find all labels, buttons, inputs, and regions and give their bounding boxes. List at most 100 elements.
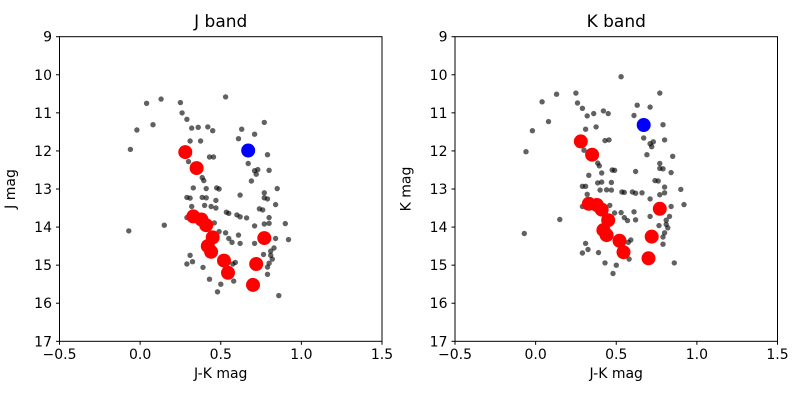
- field-stars-point: [261, 195, 267, 201]
- k-band-ytick-label: 9: [439, 30, 448, 46]
- field-stars-point: [602, 137, 608, 144]
- field-stars-point: [661, 184, 668, 190]
- field-stars-point: [605, 110, 611, 117]
- field-stars-point: [545, 118, 552, 125]
- field-stars-point: [261, 119, 267, 126]
- field-stars-point: [597, 187, 603, 193]
- k-band-series-member-stars: [573, 134, 667, 266]
- member-stars-point: [652, 201, 667, 216]
- field-stars-point: [218, 281, 224, 287]
- field-stars-point: [276, 292, 282, 299]
- j-band-series-field-stars: [126, 94, 292, 299]
- field-stars-point: [203, 195, 209, 201]
- field-stars-point: [222, 94, 229, 100]
- field-stars-point: [539, 99, 545, 105]
- k-band-ytick-label: 14: [430, 220, 448, 236]
- field-stars-point: [611, 167, 618, 173]
- field-stars-point: [184, 261, 190, 267]
- highlight-star-point: [241, 143, 256, 158]
- field-stars-point: [282, 220, 288, 227]
- field-stars-point: [647, 213, 653, 220]
- field-stars-point: [214, 289, 221, 295]
- field-stars-point: [184, 116, 190, 123]
- field-stars-point: [618, 209, 624, 216]
- field-stars-point: [602, 260, 608, 266]
- field-stars-point: [285, 236, 292, 243]
- k-band-xtick-label: 1.5: [766, 347, 788, 363]
- field-stars-point: [235, 232, 242, 238]
- field-stars-point: [582, 126, 589, 132]
- field-stars-point: [190, 185, 196, 191]
- field-stars-point: [607, 202, 613, 209]
- field-stars-point: [671, 260, 677, 266]
- k-band-ytick-label: 13: [430, 182, 448, 198]
- field-stars-point: [650, 139, 656, 145]
- field-stars-point: [268, 248, 274, 254]
- field-stars-point: [272, 235, 279, 242]
- field-stars-point: [641, 135, 647, 141]
- member-stars-point: [257, 231, 272, 246]
- member-stars-point: [585, 147, 600, 162]
- field-stars-point: [179, 110, 185, 116]
- k-band-panel: −0.5 0.0 0.5 1.0 1.5 9 10 11 12 13 14 15 16 17 K band J…: [399, 12, 789, 382]
- field-stars-point: [661, 230, 668, 236]
- field-stars-point: [216, 186, 222, 192]
- field-stars-point: [611, 210, 618, 216]
- k-band-xlabel: J-K mag: [589, 366, 643, 382]
- field-stars-point: [210, 128, 216, 134]
- field-stars-point: [582, 183, 589, 189]
- j-band-xtick-label: −0.5: [43, 347, 77, 363]
- field-stars-point: [239, 126, 245, 132]
- k-band-xtick-label: 0.0: [524, 347, 546, 363]
- member-stars-point: [594, 202, 609, 217]
- field-stars-point: [208, 203, 214, 210]
- field-stars-point: [663, 217, 669, 223]
- member-stars-point: [199, 218, 214, 233]
- field-stars-point: [593, 124, 599, 130]
- field-stars-point: [649, 144, 655, 150]
- field-stars-point: [260, 251, 267, 258]
- field-stars-point: [245, 160, 251, 167]
- field-stars-point: [585, 246, 591, 253]
- field-stars-point: [161, 222, 167, 228]
- field-stars-point: [582, 240, 589, 247]
- field-stars-point: [599, 179, 605, 185]
- field-stars-point: [255, 166, 261, 173]
- field-stars-point: [143, 100, 150, 107]
- member-stars-point: [573, 134, 588, 149]
- field-stars-point: [197, 138, 204, 144]
- field-stars-point: [660, 241, 666, 247]
- field-stars-point: [189, 203, 195, 210]
- k-band-xtick-label: 1.0: [686, 347, 708, 363]
- member-stars-point: [612, 233, 627, 248]
- field-stars-point: [189, 125, 195, 131]
- field-stars-point: [661, 190, 668, 196]
- k-band-title: K band: [587, 12, 646, 32]
- field-stars-point: [213, 197, 219, 204]
- field-stars-point: [631, 209, 637, 215]
- field-stars-point: [573, 90, 579, 96]
- field-stars-point: [624, 217, 631, 224]
- field-stars-point: [608, 179, 615, 186]
- field-stars-point: [134, 127, 140, 133]
- field-stars-point: [613, 262, 619, 268]
- field-stars-point: [574, 100, 581, 106]
- j-band-ytick-label: 14: [34, 220, 52, 236]
- member-stars-point: [246, 277, 260, 292]
- member-stars-point: [217, 253, 231, 268]
- field-stars-point: [199, 194, 205, 201]
- field-stars-point: [210, 154, 217, 160]
- highlight-star-point: [636, 118, 651, 132]
- k-band-xtick-label: −0.5: [438, 347, 472, 363]
- field-stars-point: [203, 185, 209, 192]
- j-band-panel: −0.5 0.0 0.5 1.0 1.5 9 10 11 12 13 14 15 16 17 J band J…: [3, 12, 393, 382]
- field-stars-point: [668, 203, 674, 210]
- member-stars-point: [249, 257, 264, 271]
- j-band-xtick-label: 1.5: [371, 347, 393, 363]
- field-stars-point: [264, 152, 271, 158]
- j-band-title: J band: [193, 12, 247, 32]
- j-band-ytick-label: 16: [34, 296, 52, 312]
- member-stars-point: [178, 145, 193, 160]
- field-stars-point: [206, 154, 213, 160]
- field-stars-point: [621, 189, 627, 196]
